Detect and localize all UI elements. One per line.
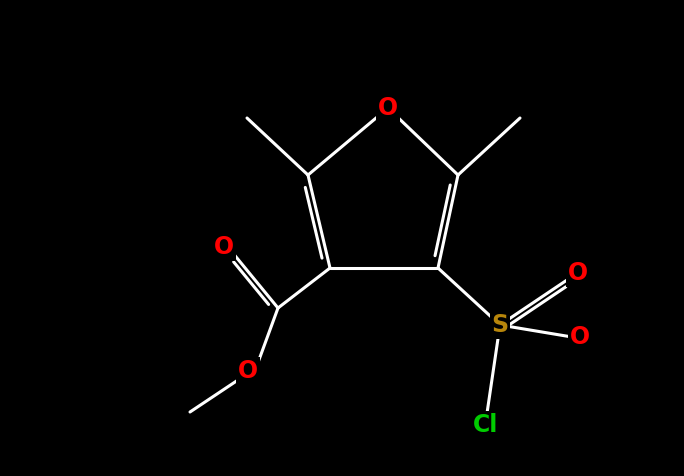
Text: O: O xyxy=(570,325,590,349)
Text: S: S xyxy=(491,313,509,337)
Text: O: O xyxy=(568,261,588,285)
Text: O: O xyxy=(378,96,398,120)
Text: O: O xyxy=(214,235,234,259)
Text: O: O xyxy=(238,359,258,383)
Text: Cl: Cl xyxy=(473,413,499,437)
